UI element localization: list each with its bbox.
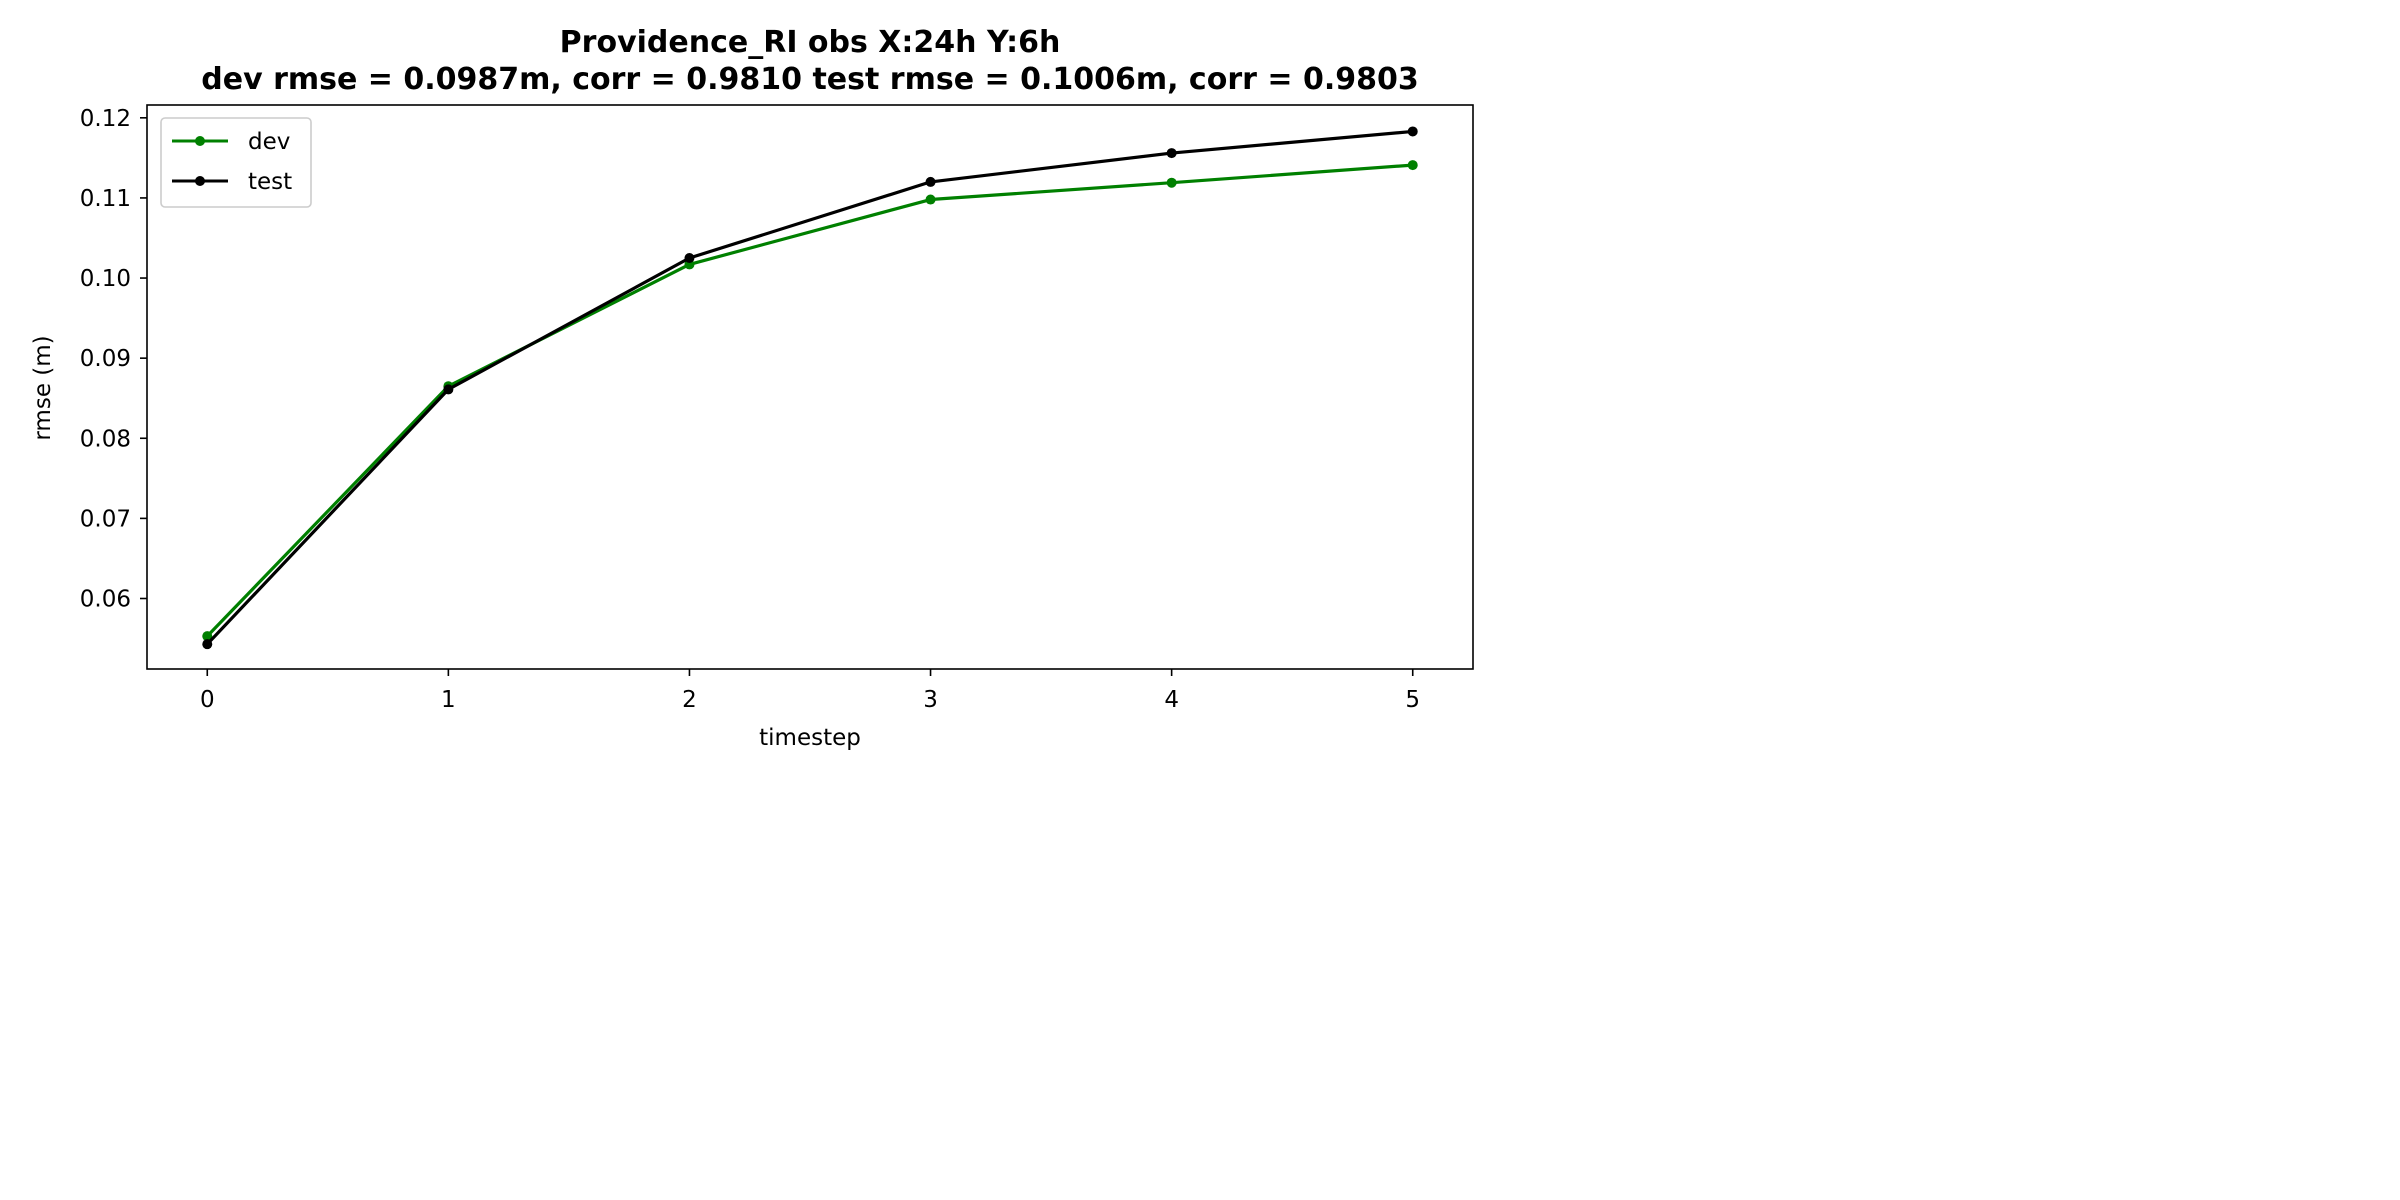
data-point-test <box>925 176 936 187</box>
data-point-dev <box>202 631 213 642</box>
y-tick-label: 0.09 <box>80 346 131 372</box>
data-point-test <box>202 639 213 650</box>
x-tick-label: 1 <box>441 687 456 713</box>
data-point-dev <box>925 194 936 205</box>
x-tick-label: 3 <box>923 687 938 713</box>
data-point-test <box>1166 148 1177 159</box>
y-axis-label: rmse (m) <box>30 335 56 440</box>
x-axis-ticks: 0 1 2 3 4 5 <box>200 669 1420 713</box>
axes-frame <box>146 104 1474 670</box>
series-line-test <box>205 129 1415 647</box>
legend-label-test: test <box>248 169 292 195</box>
legend: dev test <box>160 117 312 208</box>
chart: Providence_RI obs X:24h Y:6h dev rmse = … <box>0 0 1546 773</box>
chart-subtitle: dev rmse = 0.0987m, corr = 0.9810 test r… <box>201 62 1418 97</box>
data-point-test <box>684 253 695 264</box>
data-point-dev <box>1166 177 1177 188</box>
legend-label-dev: dev <box>248 129 290 155</box>
y-tick-label: 0.11 <box>80 186 131 212</box>
data-point-dev <box>1407 160 1418 171</box>
data-point-test <box>1407 126 1418 137</box>
x-tick-label: 5 <box>1405 687 1420 713</box>
series-line-dev <box>205 163 1415 639</box>
figure-background <box>0 0 1546 773</box>
chart-title: Providence_RI obs X:24h Y:6h <box>560 25 1061 60</box>
y-axis-ticks: 0.06 0.07 0.08 0.09 0.10 0.11 0.12 <box>80 106 147 613</box>
legend-marker-dev <box>195 136 205 146</box>
data-point-test <box>443 384 454 395</box>
y-tick-label: 0.08 <box>80 426 131 452</box>
plot-area <box>202 126 1418 650</box>
x-tick-label: 0 <box>200 687 215 713</box>
y-tick-label: 0.07 <box>80 506 131 532</box>
y-tick-label: 0.12 <box>80 106 131 132</box>
y-tick-label: 0.10 <box>80 266 131 292</box>
x-tick-label: 4 <box>1164 687 1179 713</box>
x-tick-label: 2 <box>682 687 697 713</box>
x-axis-label: timestep <box>759 725 861 751</box>
legend-marker-test <box>195 176 205 186</box>
y-tick-label: 0.06 <box>80 587 131 613</box>
